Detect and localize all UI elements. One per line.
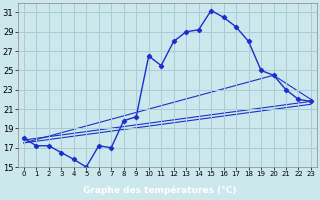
Text: Graphe des températures (°C): Graphe des températures (°C) <box>83 185 237 195</box>
